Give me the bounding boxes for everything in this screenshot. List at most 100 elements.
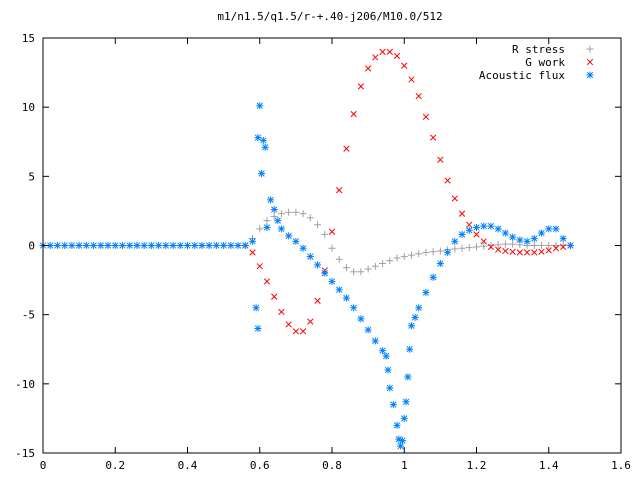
data-point [538,242,546,249]
data-point [465,244,473,252]
data-point [97,242,105,249]
data-point [402,398,410,406]
data-point [530,235,538,243]
data-point [285,232,293,240]
data-point [458,230,466,238]
data-point [408,76,415,83]
data-point [53,242,61,249]
data-point [212,242,220,249]
data-point [509,233,517,241]
data-point [451,237,459,245]
y-tick-label: 15 [22,32,35,45]
data-point [335,286,343,294]
data-point [411,313,419,321]
data-point [285,208,293,216]
x-tick-label: 0.8 [322,459,342,472]
data-point [429,134,437,141]
data-point [328,244,336,252]
x-tick-label: 0.4 [178,459,198,472]
data-point [451,245,459,253]
data-point [162,242,170,249]
data-point [342,294,350,302]
data-point [292,208,300,216]
data-point [531,249,538,256]
data-point [494,225,502,233]
x-tick-label: 1.4 [539,459,559,472]
data-point [176,242,184,249]
data-point [487,243,495,251]
data-point [386,384,394,392]
data-point [458,244,466,252]
data-point [314,297,321,304]
data-point [509,248,516,255]
data-point [278,308,285,316]
series-g-work [242,48,574,335]
data-point [357,268,365,276]
data-point [328,277,336,285]
data-point [559,242,567,249]
data-point [111,242,119,249]
data-point [566,242,574,249]
data-point [191,242,199,249]
data-point [444,248,452,256]
data-point [516,249,524,256]
data-point [487,222,495,230]
legend-label: G work [525,56,565,69]
data-point [292,328,300,335]
data-point [155,242,163,249]
data-point [314,221,322,229]
data-point [118,242,126,249]
data-point [372,54,379,61]
data-point [379,48,386,55]
data-point [371,262,379,270]
data-point [444,177,451,184]
data-point [261,143,269,151]
data-point [335,255,343,263]
legend-marker [586,71,594,79]
data-point [422,248,430,256]
data-point [258,170,266,178]
data-point [382,352,390,360]
data-point [415,304,423,312]
data-point [342,264,350,272]
data-point [407,251,415,259]
data-point [384,366,392,374]
data-point [473,243,480,251]
data-point [379,347,387,355]
data-point [393,421,401,429]
data-point [494,241,502,249]
data-point [473,231,480,238]
data-point [480,242,488,250]
data-point [538,248,545,255]
data-point [140,242,148,249]
data-point [271,293,278,300]
data-point [277,210,285,218]
data-point [436,259,444,267]
y-tick-label: -15 [15,447,35,460]
data-point [350,304,358,312]
data-point [487,242,495,249]
data-point [397,442,405,450]
data-point [274,217,282,225]
data-point [104,242,112,249]
data-point [386,257,394,265]
data-point [254,325,262,332]
data-point [400,414,408,422]
data-point [285,321,292,328]
data-point [473,224,480,232]
data-point [263,217,271,225]
data-point [516,236,524,244]
legend-label: Acoustic flux [479,69,565,82]
data-point [466,221,473,228]
data-point [458,210,466,217]
data-point [249,249,256,256]
x-tick-label: 0 [40,459,47,472]
data-point [198,242,206,249]
data-point [364,326,372,334]
data-point [400,253,408,261]
data-point [545,247,552,254]
data-point [386,48,393,55]
x-tick-label: 1 [401,459,408,472]
data-point [234,242,242,249]
